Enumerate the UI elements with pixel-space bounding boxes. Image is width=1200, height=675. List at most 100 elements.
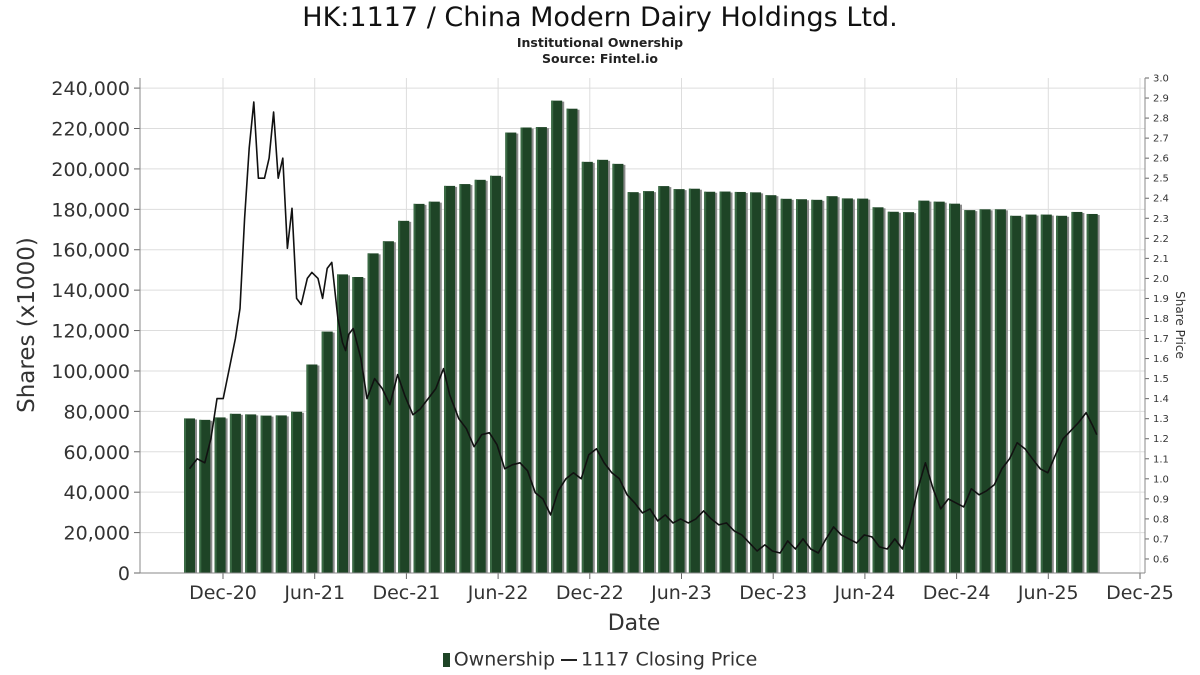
- ownership-bar: [535, 127, 547, 573]
- y-tick-label: 220,000: [51, 119, 130, 141]
- ownership-bar-edge: [459, 184, 462, 574]
- ownership-bar: [367, 253, 379, 573]
- x-tick-label: Dec-24: [923, 582, 991, 604]
- ownership-bar-edge: [1056, 215, 1059, 573]
- ownership-bar-edge: [551, 100, 554, 573]
- ownership-bar: [780, 198, 792, 573]
- ownership-bar: [994, 209, 1006, 573]
- ownership-bar: [734, 191, 746, 573]
- x-tick-label: Dec-21: [372, 582, 440, 604]
- ownership-bar-edge: [887, 211, 890, 573]
- ownership-bar-edge: [1086, 213, 1089, 574]
- x-tick-label: Jun-21: [283, 582, 345, 604]
- legend-ownership-swatch: [442, 652, 450, 667]
- ownership-bar-edge: [505, 132, 508, 573]
- ownership-bar: [612, 163, 624, 573]
- y2-tick-label: 0.7: [1153, 534, 1169, 545]
- ownership-bar-edge: [979, 209, 982, 573]
- ownership-bar: [1010, 215, 1022, 573]
- legend-ownership-label: Ownership: [453, 648, 556, 671]
- ownership-bar: [903, 212, 915, 574]
- ownership-bar: [979, 209, 991, 573]
- y-tick-label: 160,000: [51, 240, 130, 262]
- x-tick-label: Dec-25: [1106, 582, 1174, 604]
- ownership-bar-edge: [704, 191, 707, 574]
- ownership-bar-edge: [337, 274, 339, 573]
- ownership-bar: [490, 175, 501, 573]
- y-tick-label: 0: [118, 563, 130, 585]
- ownership-bar: [275, 415, 287, 573]
- y2-tick-label: 1.1: [1153, 454, 1169, 465]
- y2-tick-label: 1.2: [1153, 434, 1169, 445]
- ownership-bar-edge: [1040, 214, 1043, 573]
- x-tick-label: Dec-22: [556, 582, 624, 604]
- y2-tick-label: 2.2: [1153, 234, 1169, 245]
- ownership-bar: [505, 132, 517, 573]
- y2-tick-label: 2.7: [1153, 134, 1169, 145]
- ownership-bar: [581, 161, 593, 574]
- ownership-bar-edge: [673, 189, 676, 574]
- grid-lines: [140, 78, 1145, 574]
- y2-tick-label: 2.8: [1153, 114, 1169, 125]
- ownership-bar-edge: [643, 191, 645, 573]
- ownership-bar-edge: [321, 331, 324, 573]
- y2-tick-label: 1.6: [1153, 354, 1169, 365]
- y-tick-label: 60,000: [64, 442, 130, 464]
- y2-tick-label: 2.5: [1153, 174, 1169, 185]
- ownership-bar-edge: [352, 277, 355, 573]
- x-axis-label: Date: [608, 611, 661, 636]
- y2-tick-label: 1.0: [1153, 474, 1169, 485]
- ownership-bar-edge: [490, 175, 492, 573]
- ownership-bar-edge: [826, 196, 829, 573]
- chart-title: HK:1117 / China Modern Dairy Holdings Lt…: [302, 2, 898, 33]
- y2-tick-label: 3.0: [1153, 74, 1169, 85]
- ownership-bar-edge: [199, 419, 202, 573]
- ownership-bar: [841, 198, 853, 573]
- ownership-bar: [520, 127, 532, 573]
- ownership-bar-edge: [382, 241, 385, 574]
- ownership-bar: [184, 418, 195, 573]
- y-tick-label: 20,000: [64, 523, 130, 545]
- y-axis-label: Shares (x1000): [14, 237, 40, 413]
- y2-tick-label: 2.0: [1153, 274, 1169, 285]
- ownership-bar: [214, 417, 226, 573]
- y2-tick-label: 1.3: [1153, 414, 1169, 425]
- ownership-bar: [673, 189, 685, 574]
- ownership-bar: [337, 274, 348, 573]
- ownership-bar: [291, 411, 303, 573]
- ownership-bar: [918, 200, 930, 573]
- ownership-bar-edge: [1025, 214, 1028, 573]
- ownership-bar: [949, 203, 960, 574]
- y-tick-label: 200,000: [51, 159, 130, 181]
- ownership-bar-edge: [734, 191, 737, 573]
- ownership-bar-edge: [903, 212, 906, 574]
- legend-price-label: 1117 Closing Price: [581, 648, 758, 671]
- y2-tick-label: 2.4: [1153, 194, 1169, 205]
- ownership-bar: [413, 203, 425, 573]
- ownership-bar: [1071, 211, 1083, 573]
- ownership-bar: [428, 201, 440, 573]
- y2-tick-label: 0.8: [1153, 514, 1169, 525]
- ownership-bar-edge: [566, 108, 569, 573]
- ownership-bar: [1086, 213, 1098, 574]
- ownership-bar-edge: [1071, 211, 1074, 573]
- ownership-bar: [1040, 214, 1052, 573]
- ownership-bar: [474, 179, 486, 574]
- y2-tick-label: 2.9: [1153, 94, 1169, 105]
- ownership-bar-edge: [918, 200, 921, 573]
- ownership-bar-edge: [949, 203, 951, 574]
- ownership-bar: [352, 277, 364, 573]
- ownership-bar-edge: [627, 192, 630, 573]
- ownership-bar: [566, 108, 578, 573]
- ownership-bar-edge: [796, 199, 798, 573]
- ownership-bar-edge: [306, 364, 309, 573]
- ownership-bar-edge: [474, 179, 477, 574]
- ownership-bar: [321, 331, 333, 573]
- x-tick-label: Jun-23: [650, 582, 712, 604]
- ownership-bar-edge: [184, 418, 186, 573]
- ownership-bar-edge: [841, 198, 844, 573]
- ownership-bar: [643, 191, 654, 573]
- y2-tick-label: 1.5: [1153, 374, 1169, 385]
- ownership-bar: [704, 191, 716, 574]
